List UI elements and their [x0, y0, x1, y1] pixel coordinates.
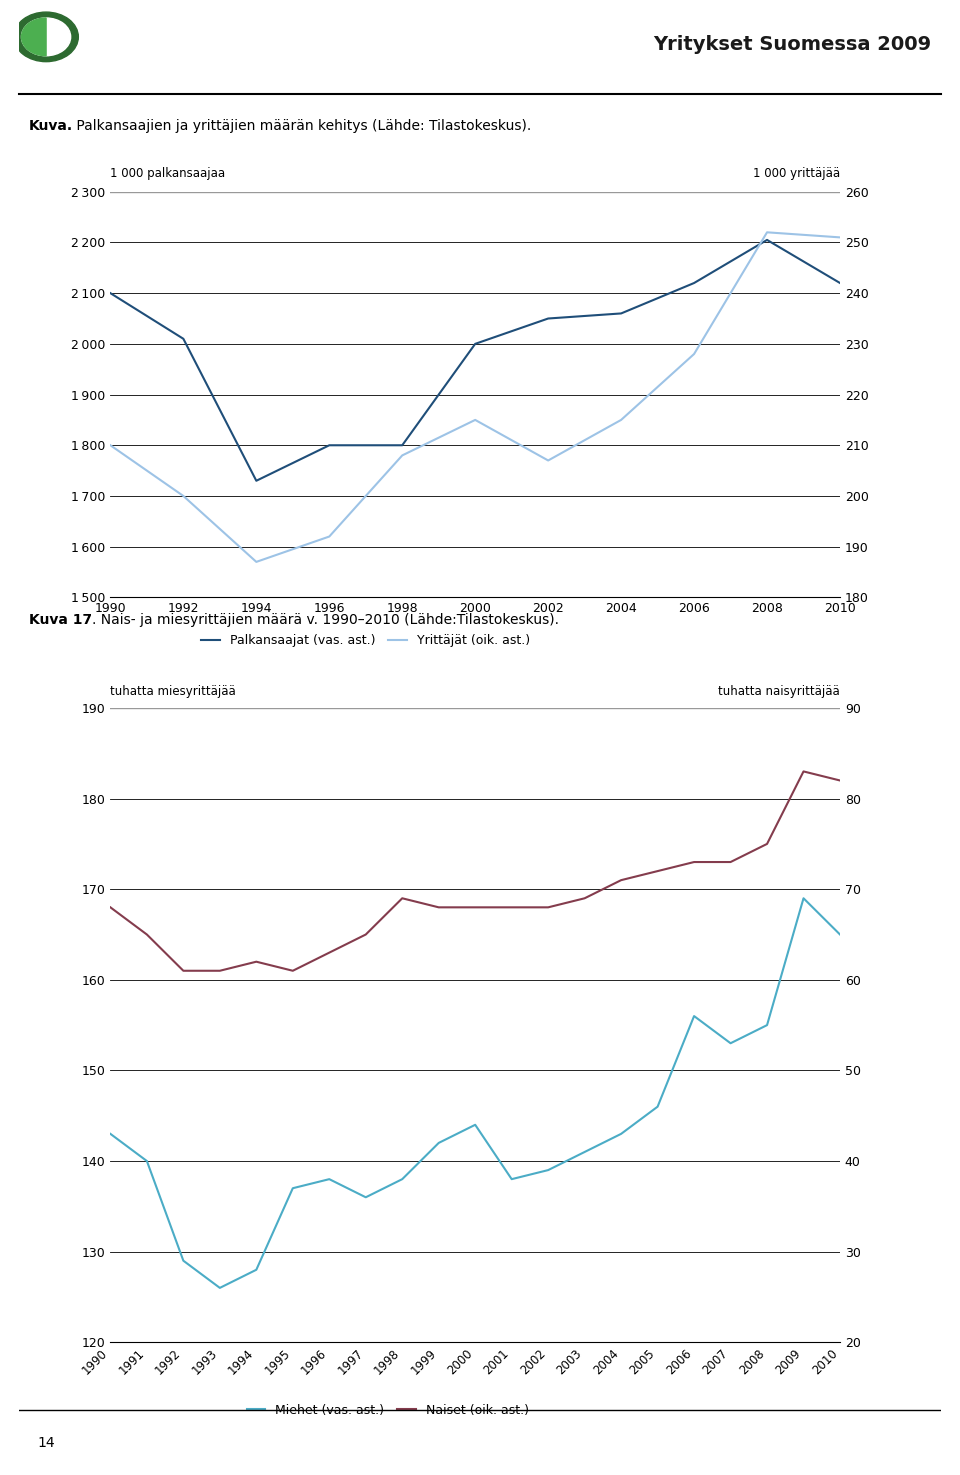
Text: 1 000 yrittäjää: 1 000 yrittäjää [753, 167, 840, 180]
Text: tuhatta naisyrittäjää: tuhatta naisyrittäjää [718, 686, 840, 699]
Text: Kuva.: Kuva. [29, 119, 73, 133]
Wedge shape [21, 18, 46, 56]
Legend: Palkansaajat (vas. ast.), Yrittäjät (oik. ast.): Palkansaajat (vas. ast.), Yrittäjät (oik… [197, 628, 535, 652]
Text: . Nais- ja miesyrittäjien määrä v. 1990–2010 (Lähde:Tilastokeskus).: . Nais- ja miesyrittäjien määrä v. 1990–… [92, 614, 559, 627]
Text: 14: 14 [37, 1435, 56, 1450]
Circle shape [21, 18, 71, 56]
Text: tuhatta miesyrittäjää: tuhatta miesyrittäjää [110, 686, 236, 699]
Text: 1 000 palkansaajaa: 1 000 palkansaajaa [110, 167, 226, 180]
Circle shape [13, 12, 79, 62]
Text: Yritykset Suomessa 2009: Yritykset Suomessa 2009 [653, 35, 931, 53]
Text: Kuva 17: Kuva 17 [29, 614, 92, 627]
Legend: Miehet (vas. ast.), Naiset (oik. ast.): Miehet (vas. ast.), Naiset (oik. ast.) [242, 1398, 534, 1422]
Text: Palkansaajien ja yrittäjien määrän kehitys (Lähde: Tilastokeskus).: Palkansaajien ja yrittäjien määrän kehit… [72, 119, 532, 133]
